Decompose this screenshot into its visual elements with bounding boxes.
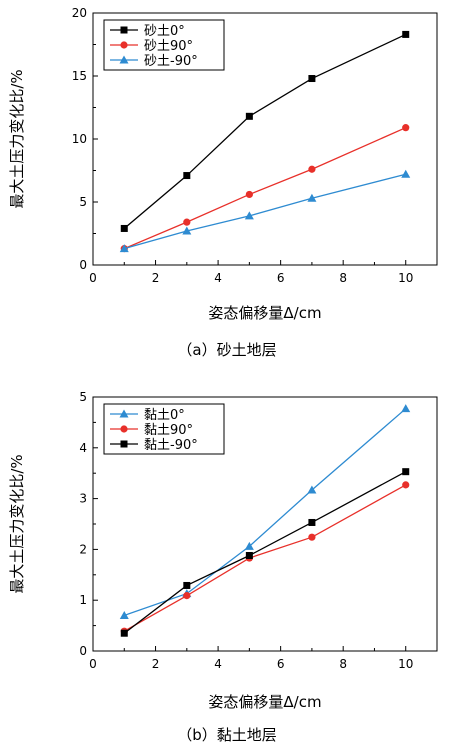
legend: 黏土0°黏土90°黏土-90° [103, 403, 225, 455]
y-tick-label: 15 [72, 69, 87, 83]
x-tick-label: 10 [398, 271, 413, 285]
x-tick-label: 4 [214, 657, 222, 671]
y-tick-label: 10 [72, 132, 87, 146]
data-point [402, 124, 410, 132]
series-2 [119, 169, 411, 253]
legend-entry-label: 砂土-90° [144, 54, 198, 69]
y-tick-label: 4 [79, 441, 87, 455]
y-axis-title: 最大土压力变化比/% [8, 69, 26, 208]
x-tick-label: 0 [89, 657, 97, 671]
data-point [401, 169, 411, 178]
x-tick-label: 6 [277, 271, 285, 285]
data-point [245, 190, 253, 199]
chart-panel-b: 0 2 4 6 8 10 0 1 2 3 4 5 姿态偏移量Δ/cm 最大土压力变化比/% （b）黏土地层 黏… [8, 390, 438, 744]
data-point [308, 75, 316, 83]
legend-entry-label: 黏土90° [144, 422, 193, 438]
series-line [124, 173, 406, 250]
legend-swatch-marker [120, 41, 128, 49]
legend-entry-label: 砂土90° [144, 39, 193, 54]
x-axis-title: 姿态偏移量Δ/cm [208, 693, 321, 711]
x-tick-label: 2 [152, 657, 160, 671]
data-point [402, 30, 410, 38]
data-point [402, 468, 410, 476]
x-tick-label: 4 [214, 271, 222, 285]
legend-swatch-marker [120, 425, 128, 433]
series-0 [120, 30, 410, 232]
legend-entry-label: 黏土-90° [144, 437, 198, 453]
y-tick-label: 2 [79, 542, 87, 556]
data-point [183, 172, 191, 180]
panel-caption: （b）黏土地层 [177, 726, 277, 744]
data-point [245, 112, 253, 120]
data-point [401, 404, 411, 413]
legend: 砂土0°砂土90°砂土-90° [103, 19, 225, 71]
series-line [124, 127, 406, 250]
legend-entry-label: 砂土0° [144, 24, 185, 39]
x-tick-label: 8 [339, 271, 347, 285]
data-point [402, 481, 410, 489]
data-point [307, 485, 317, 494]
data-point [119, 244, 129, 253]
y-tick-label: 0 [79, 644, 87, 658]
y-axis-title: 最大土压力变化比/% [8, 454, 26, 593]
x-tick-label: 10 [398, 657, 413, 671]
legend-swatch-marker [119, 409, 129, 418]
x-axis-title: 姿态偏移量Δ/cm [208, 304, 321, 322]
y-tick-label: 0 [79, 258, 87, 272]
y-tick-label: 5 [79, 390, 87, 404]
legend-entry-label: 黏土0° [144, 407, 185, 423]
legend-swatch-marker [120, 26, 128, 34]
x-tick-label: 8 [339, 657, 347, 671]
legend-swatch-marker [120, 440, 128, 448]
series-2 [120, 468, 410, 637]
data-point [245, 551, 253, 559]
data-point [307, 193, 317, 202]
panel-caption: （a）砂土地层 [177, 341, 276, 359]
data-point [183, 592, 191, 600]
y-tick-label: 5 [79, 195, 87, 209]
data-point [120, 224, 128, 232]
series-1 [120, 481, 410, 635]
data-point [183, 581, 191, 589]
data-point [308, 518, 316, 526]
legend-swatch-marker [119, 55, 129, 64]
data-point [308, 165, 316, 173]
y-tick-label: 3 [79, 492, 87, 506]
y-tick-label: 20 [72, 6, 87, 20]
x-tick-label: 2 [152, 271, 160, 285]
series-1 [120, 124, 410, 253]
data-point [244, 541, 254, 550]
y-tick-label: 1 [79, 593, 87, 607]
x-tick-label: 6 [277, 657, 285, 671]
x-tick-label: 0 [89, 271, 97, 285]
data-point [120, 629, 128, 637]
data-point [182, 226, 192, 235]
data-point [244, 211, 254, 220]
data-point [308, 533, 316, 541]
data-point [119, 610, 129, 619]
data-point [183, 218, 191, 226]
chart-panel-a: 0 2 4 6 8 10 0 5 10 15 20 姿态偏移量Δ/cm 最大土压力变化比/% （a）砂土地… [8, 6, 438, 359]
series-line [123, 484, 407, 632]
